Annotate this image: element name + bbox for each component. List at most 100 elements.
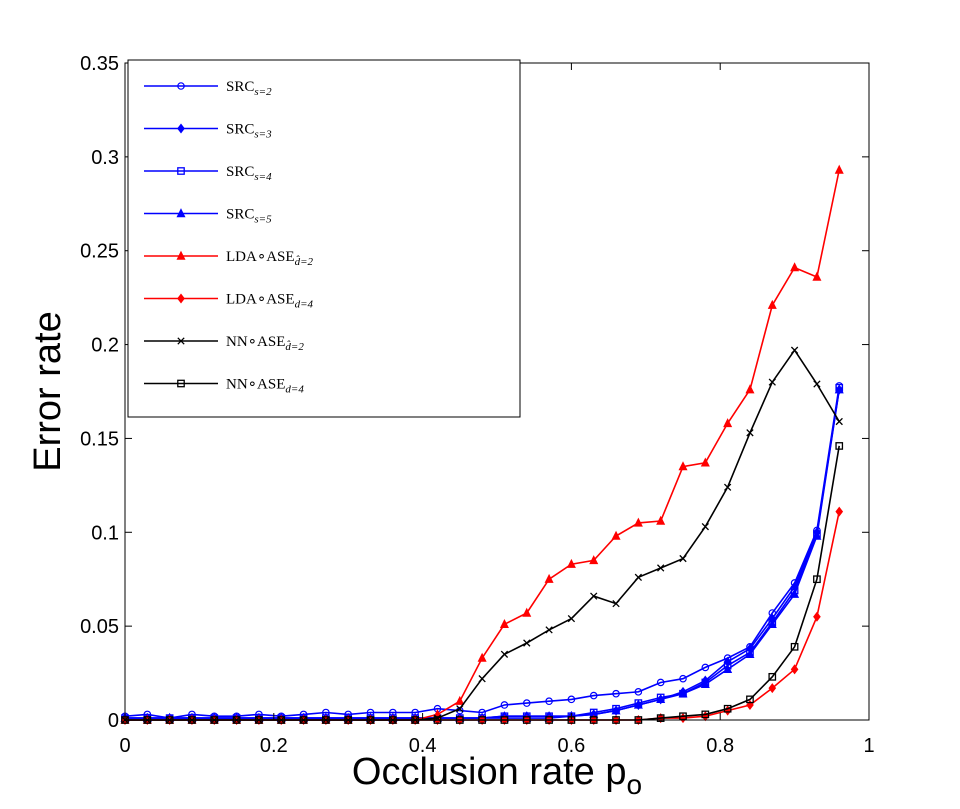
legend-label: NN∘ASEd=4 [226,377,304,396]
y-tick-label: 0.2 [91,335,119,357]
legend-label-main: LDA∘ASE [226,292,295,308]
legend-entry: NN∘ASEd=4 [144,377,304,396]
legend-marker [176,250,186,260]
legend-label-subscript: s=5 [254,214,272,226]
legend-label: SRCs=4 [226,164,272,183]
data-point [767,618,777,628]
y-tick-label: 0.35 [80,53,119,75]
data-point [679,554,687,563]
data-point [768,683,777,694]
data-point [834,164,844,174]
data-point [612,599,620,608]
legend-label-subscript: s=4 [254,171,272,183]
data-point [835,417,843,426]
data-point [679,674,687,683]
legend-label-subscript: d=4 [285,384,304,396]
data-point [633,699,643,709]
data-point [745,384,755,394]
legend-label-main: SRC [226,79,254,95]
y-tick-label: 0.05 [80,616,119,638]
data-point [723,704,732,713]
x-axis-label-main: Occlusion rate p [352,751,627,793]
data-point [723,663,733,674]
legend-label: SRCs=3 [226,122,272,141]
legend-label-subscript: s=2 [254,86,272,98]
data-point [813,575,821,584]
data-point [812,530,822,540]
x-tick-label: 0 [119,735,130,757]
legend-label-main: NN∘ASE [226,334,285,350]
legend-entry: SRCs=4 [144,164,272,183]
legend-label-subscript: s=3 [254,129,272,141]
legend-label-main: NN∘ASE [226,377,285,393]
data-point [589,555,599,565]
data-point [790,642,799,651]
data-point [499,618,509,628]
legend-entry: SRCs=3 [144,122,272,141]
data-point [701,710,710,719]
data-point [701,663,710,672]
data-point [790,664,799,675]
legend-marker [177,123,185,134]
data-point [745,648,755,658]
legend-marker [177,293,185,304]
legend-label-main: SRC [226,164,254,180]
y-tick-label: 0.15 [80,428,119,450]
data-point [790,346,799,354]
data-point [701,522,709,531]
data-point [634,573,643,581]
legend-label-main: SRC [226,207,254,223]
data-point [678,688,688,698]
data-point [768,378,776,386]
data-point [567,695,576,704]
data-point [835,506,844,517]
data-point [612,689,620,698]
data-point [567,614,576,623]
data-point [478,675,486,683]
legend-label-subscript: d=4 [295,299,314,311]
legend-label: LDA∘ASEd=4 [226,292,313,311]
data-point [456,705,464,713]
data-point [633,517,643,527]
data-point [455,695,465,705]
data-point [700,679,710,689]
legend-box [127,59,521,418]
legend-label-subscript: d̂=2 [285,340,304,353]
legend-label: SRCs=2 [226,79,272,98]
data-point [566,558,576,568]
legend-marker [177,82,185,90]
data-point [656,714,665,722]
data-point [746,695,754,704]
legend-marker [177,167,185,175]
data-point [545,697,553,706]
data-point [813,611,821,622]
data-point [679,712,687,721]
legend-entry: LDA∘ASEd=4 [144,292,313,311]
data-point [768,672,777,681]
legend-entry: SRCs=5 [144,207,272,226]
data-point [746,429,754,437]
legend-label-main: SRC [226,122,254,138]
data-point [656,678,665,687]
data-point [723,483,732,491]
x-tick-label: 0.8 [706,735,734,757]
y-tick-label: 0.3 [91,147,119,169]
data-point [522,699,531,707]
legend-label: LDA∘ASEd̂=2 [226,249,313,268]
legend-entry: NN∘ASEd̂=2 [144,334,304,353]
data-point [700,457,710,467]
data-point [545,626,553,634]
legend-label: NN∘ASEd̂=2 [226,334,304,353]
data-point [634,688,643,696]
data-point [678,461,688,471]
legend-label: SRCs=5 [226,207,272,226]
x-tick-label: 0.6 [557,735,585,757]
ticks-layer: 0 0.2 0.4 0.6 0.8 1 0 0.05 0.1 0.15 0.2 0.25 0.3 0.35 [80,53,875,757]
data-point [477,652,487,662]
data-point [522,607,532,617]
data-point [500,650,509,658]
data-point [834,384,844,394]
y-axis-label: Error rate [27,311,69,471]
x-axis-label: Occlusion rate po [352,751,642,800]
